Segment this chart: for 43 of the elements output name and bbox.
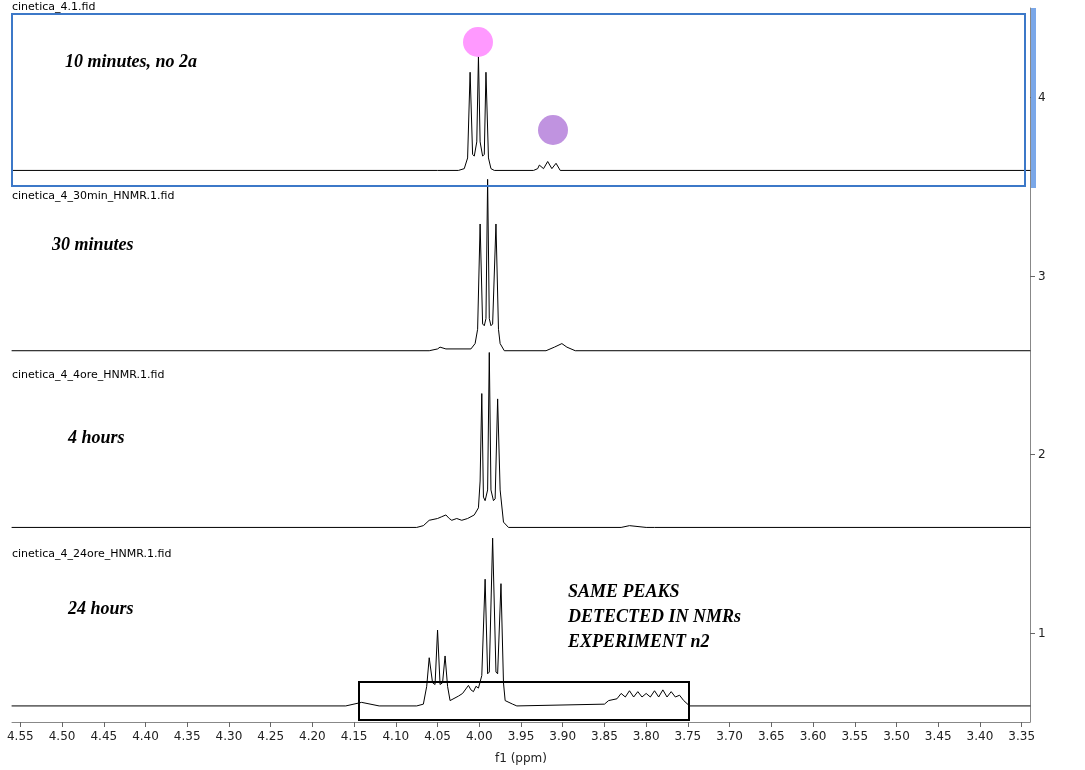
- x-tick-label: 3.50: [883, 729, 910, 743]
- line-series: [11, 352, 1031, 528]
- x-tick-label: 4.05: [424, 729, 451, 743]
- x-tick-label: 4.00: [465, 729, 493, 743]
- annotation: 30 minutes: [51, 233, 134, 254]
- annotation: cinetica_4_30min_HNMR.1.fid: [12, 188, 175, 202]
- x-tick-label: 4.35: [173, 729, 201, 743]
- x-tick-label: 3.90: [549, 729, 577, 743]
- x-tick-label: 3.45: [924, 729, 952, 743]
- y-tick-label: 3: [1038, 268, 1046, 283]
- x-axis-title: f1 (ppm): [495, 751, 547, 765]
- x-tick-label: 3.60: [799, 729, 827, 743]
- line-series: [11, 55, 1031, 171]
- annotation: cinetica_4.1.fid: [12, 0, 96, 13]
- annotation: 4 hours: [67, 426, 125, 447]
- x-tick-label: 3.65: [757, 729, 785, 743]
- x-tick-label: 4.20: [299, 729, 326, 743]
- annotation: cinetica_4_24ore_HNMR.1.fid: [12, 546, 172, 560]
- annotation: 10 minutes, no 2a: [65, 50, 198, 71]
- y-tick-label: 2: [1038, 447, 1046, 462]
- x-tick-label: 3.80: [632, 729, 660, 743]
- x-tick-label: 3.40: [966, 729, 994, 743]
- x-tick-label: 3.35: [1008, 729, 1036, 743]
- x-tick-label: 4.55: [6, 729, 34, 743]
- x-tick-label: 4.45: [90, 729, 118, 743]
- annotation: 24 hours: [67, 597, 134, 618]
- x-tick-label: 4.25: [257, 729, 285, 743]
- x-tick-label: 4.50: [48, 729, 76, 743]
- y-tick-label: 4: [1038, 90, 1046, 105]
- annotation: cinetica_4_4ore_HNMR.1.fid: [12, 367, 165, 381]
- x-tick-label: 3.70: [716, 729, 743, 743]
- x-tick-label: 3.95: [507, 729, 535, 743]
- x-tick-label: 3.75: [674, 729, 702, 743]
- x-tick-label: 3.55: [841, 729, 869, 743]
- line-series: [11, 537, 1031, 707]
- annotation: SAME PEAKS DETECTED IN NMRs EXPERIMENT n2: [567, 580, 742, 651]
- x-tick-label: 4.15: [340, 729, 368, 743]
- y-tick-label: 1: [1038, 625, 1046, 640]
- x-tick-label: 4.10: [382, 729, 410, 743]
- x-tick-label: 4.40: [132, 729, 159, 743]
- line-series: [11, 178, 1031, 352]
- x-tick-label: 4.30: [215, 729, 243, 743]
- x-tick-label: 3.85: [591, 729, 618, 743]
